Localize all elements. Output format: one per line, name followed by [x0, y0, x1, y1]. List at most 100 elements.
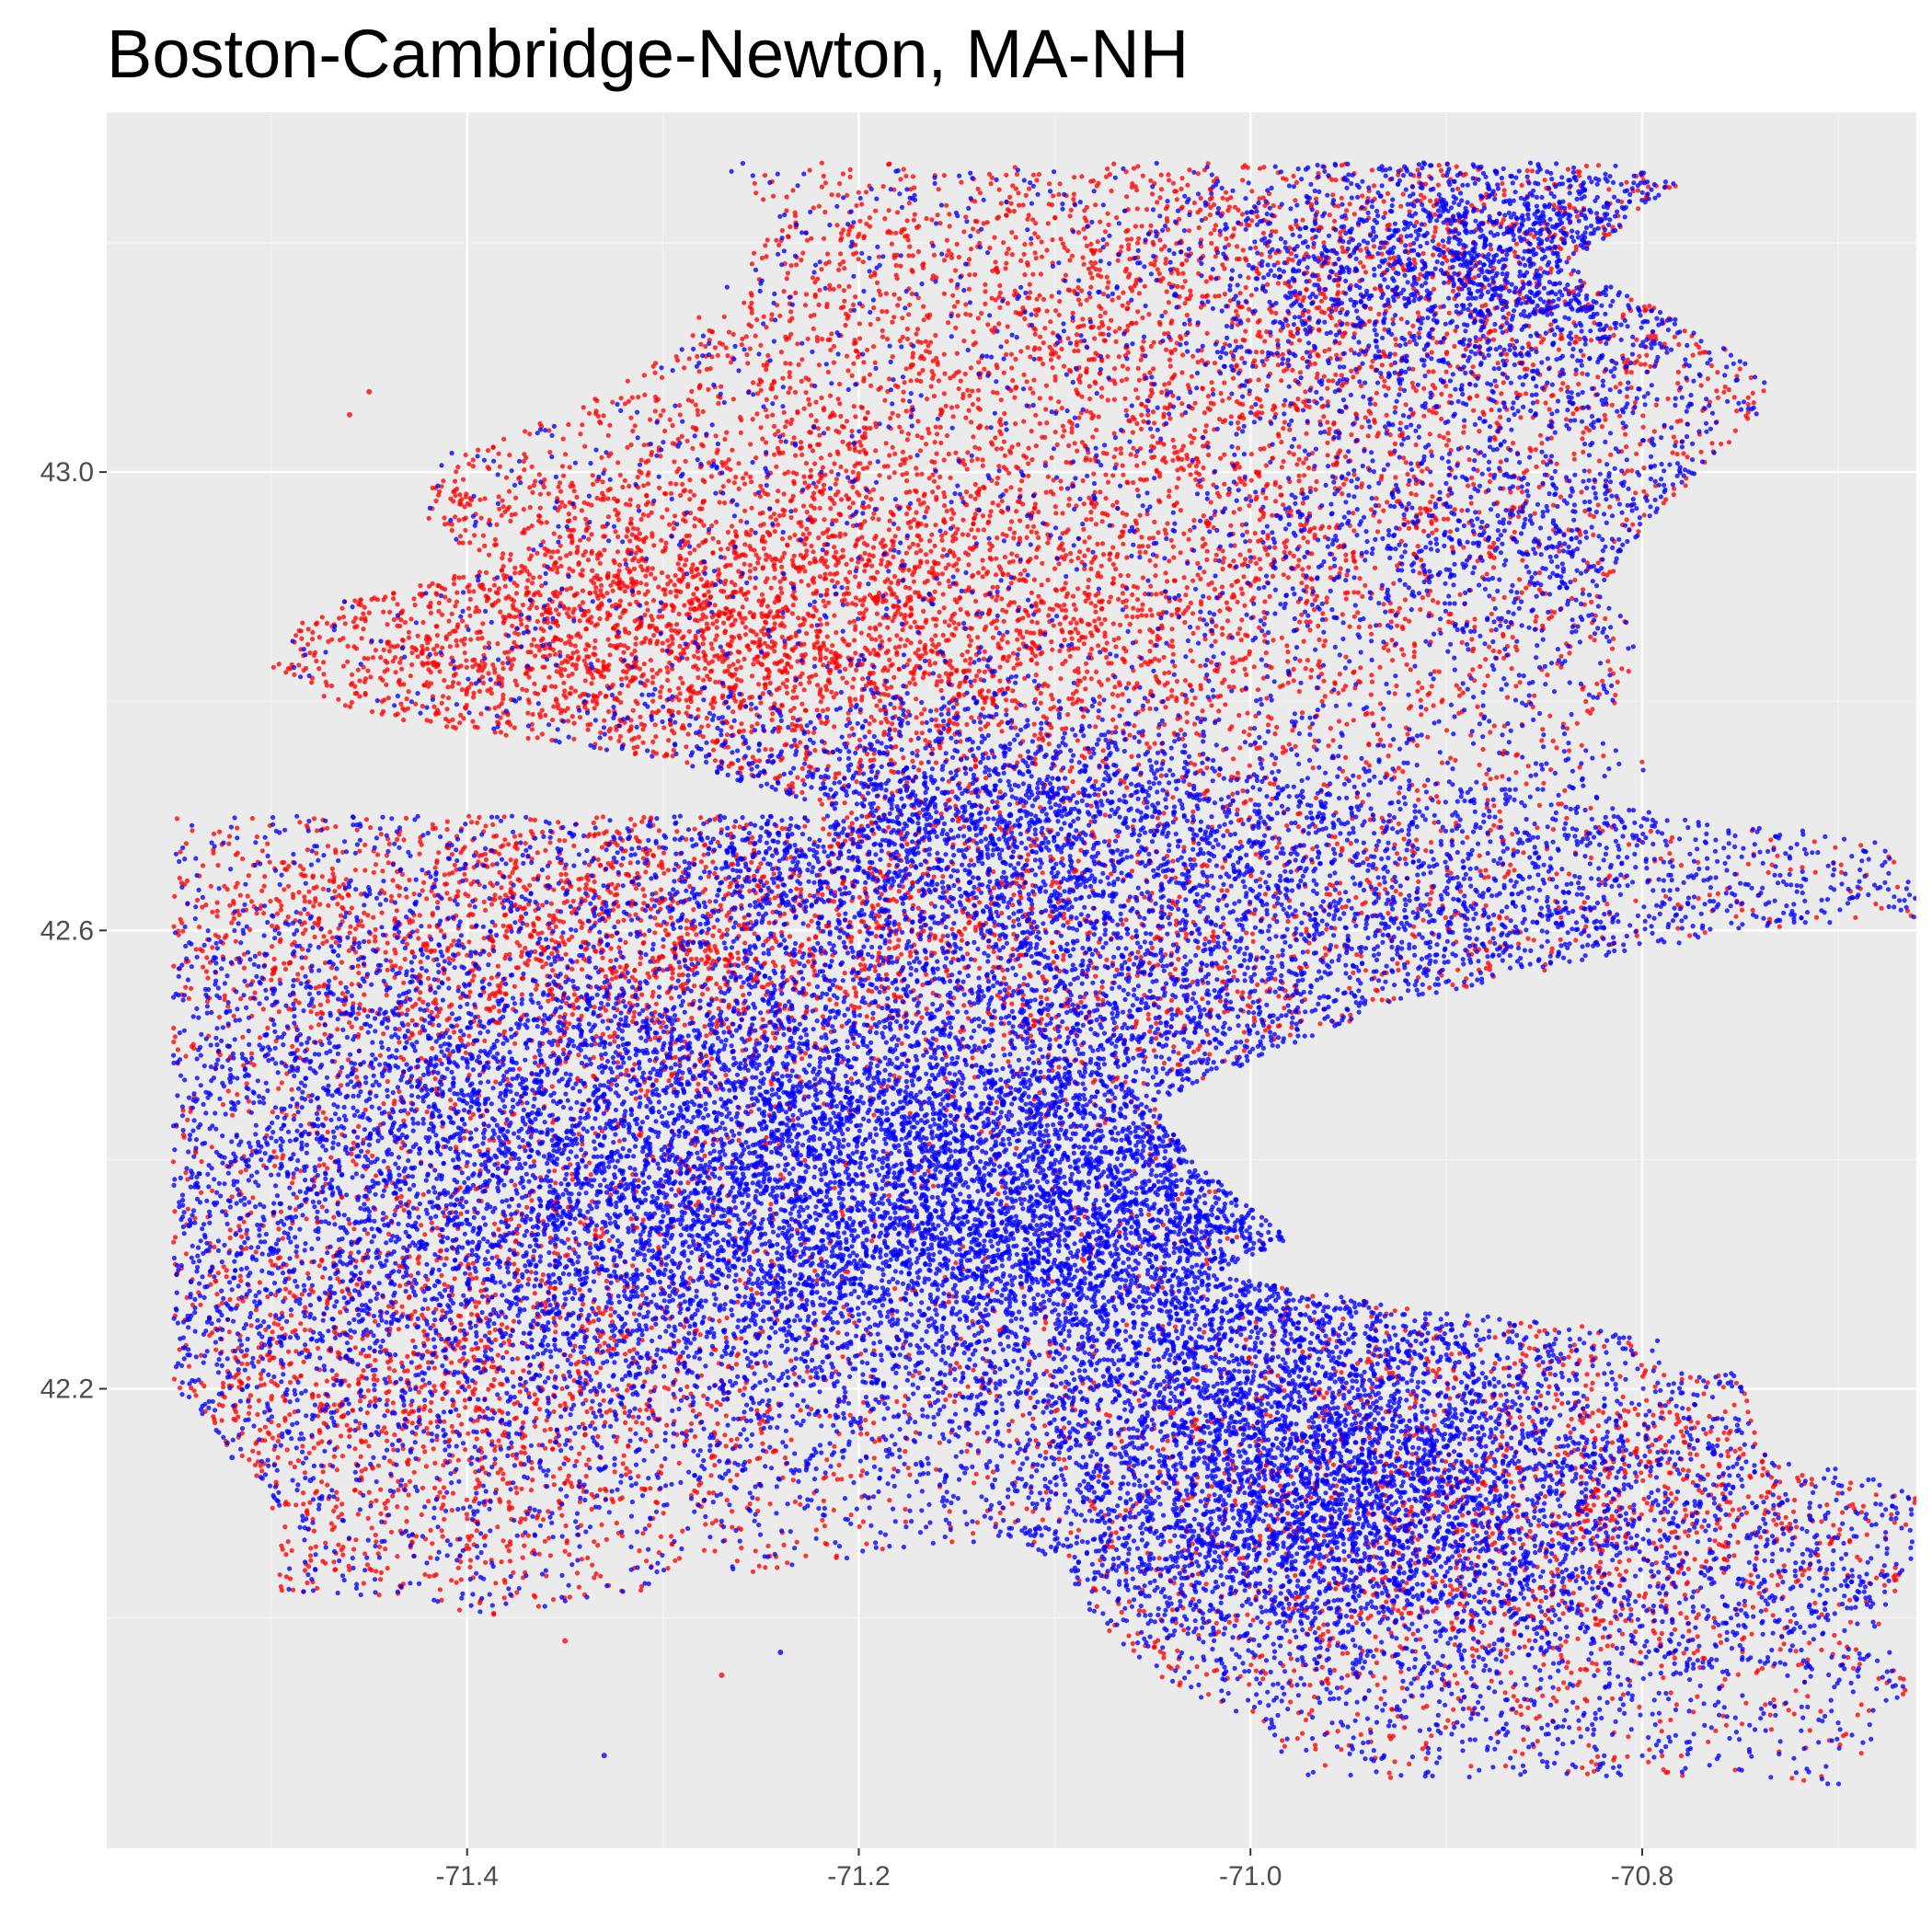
- data-point: [869, 637, 874, 641]
- data-point: [1041, 297, 1046, 302]
- data-point: [1099, 622, 1104, 627]
- data-point: [450, 684, 454, 689]
- data-point: [296, 662, 301, 667]
- data-point: [370, 709, 374, 714]
- data-point: [1075, 392, 1080, 397]
- data-point: [452, 581, 456, 586]
- data-point: [1642, 512, 1647, 517]
- data-point: [1242, 604, 1247, 608]
- data-point: [598, 730, 603, 735]
- data-point: [1351, 555, 1355, 559]
- data-point: [1252, 358, 1257, 362]
- data-point: [572, 489, 577, 493]
- data-point: [566, 719, 570, 723]
- data-point: [727, 478, 731, 483]
- data-point: [1309, 551, 1314, 556]
- data-point: [983, 282, 987, 287]
- data-point: [1135, 488, 1140, 492]
- data-point: [322, 694, 327, 698]
- data-point: [446, 619, 451, 624]
- data-point: [1361, 264, 1365, 269]
- data-point: [1136, 366, 1141, 371]
- data-point: [1046, 578, 1051, 582]
- data-point: [1377, 519, 1382, 523]
- data-point: [862, 519, 867, 523]
- data-point: [804, 292, 809, 296]
- data-point: [1111, 562, 1116, 567]
- data-point: [763, 641, 767, 646]
- data-point: [1010, 378, 1015, 383]
- data-point: [560, 464, 565, 468]
- data-point: [1103, 812, 1108, 817]
- data-point: [500, 666, 505, 671]
- data-point: [742, 698, 746, 703]
- data-point: [1179, 728, 1183, 732]
- data-point: [314, 622, 318, 627]
- data-point: [763, 747, 767, 752]
- data-point: [1478, 763, 1482, 767]
- data-point: [1167, 494, 1171, 499]
- data-point: [687, 477, 692, 482]
- data-point: [782, 410, 787, 415]
- data-point: [1369, 693, 1374, 697]
- data-point: [568, 551, 572, 556]
- data-point: [871, 344, 876, 349]
- data-point: [1162, 671, 1167, 675]
- data-point: [1421, 529, 1426, 534]
- data-point: [1430, 350, 1434, 354]
- data-point: [1124, 555, 1129, 559]
- data-point: [1051, 330, 1055, 335]
- data-point: [549, 555, 554, 559]
- data-point: [894, 633, 899, 638]
- data-point: [1111, 581, 1116, 585]
- data-point: [443, 587, 447, 592]
- data-point: [904, 620, 909, 625]
- data-point: [1040, 561, 1044, 566]
- data-point: [359, 616, 363, 621]
- data-point: [1015, 662, 1019, 667]
- data-point: [822, 236, 826, 241]
- data-point: [739, 431, 743, 435]
- data-point: [759, 388, 764, 393]
- data-point: [1091, 413, 1096, 418]
- data-point: [835, 581, 840, 585]
- data-point: [949, 405, 954, 409]
- data-point: [994, 557, 998, 561]
- data-point: [1258, 517, 1262, 522]
- data-point: [991, 500, 995, 505]
- data-point: [1363, 415, 1368, 420]
- data-point: [1265, 552, 1270, 557]
- data-point: [1236, 445, 1240, 450]
- data-point: [590, 549, 594, 554]
- data-point: [885, 626, 890, 630]
- data-point: [960, 518, 965, 523]
- data-point: [1190, 374, 1194, 379]
- data-point: [897, 425, 902, 430]
- data-point: [1547, 714, 1552, 719]
- data-point: [1011, 651, 1016, 656]
- data-point: [599, 592, 604, 597]
- data-point: [939, 410, 944, 415]
- data-point: [701, 409, 706, 414]
- data-point: [898, 463, 903, 467]
- data-point: [1081, 527, 1086, 532]
- data-point: [456, 681, 461, 685]
- data-point: [752, 251, 756, 256]
- data-point: [810, 624, 814, 628]
- data-point: [457, 492, 462, 497]
- data-point: [890, 721, 894, 726]
- data-point: [639, 458, 644, 463]
- data-point: [1179, 370, 1184, 374]
- data-point: [773, 529, 777, 534]
- data-point: [930, 566, 935, 570]
- data-point: [1004, 697, 1008, 702]
- data-point: [999, 729, 1004, 733]
- data-point: [696, 316, 701, 320]
- data-point: [819, 720, 823, 725]
- data-point: [1163, 570, 1167, 575]
- data-point: [1539, 441, 1544, 445]
- data-point: [742, 562, 747, 567]
- data-point: [904, 408, 909, 413]
- data-point: [476, 448, 480, 453]
- data-point: [1004, 707, 1008, 712]
